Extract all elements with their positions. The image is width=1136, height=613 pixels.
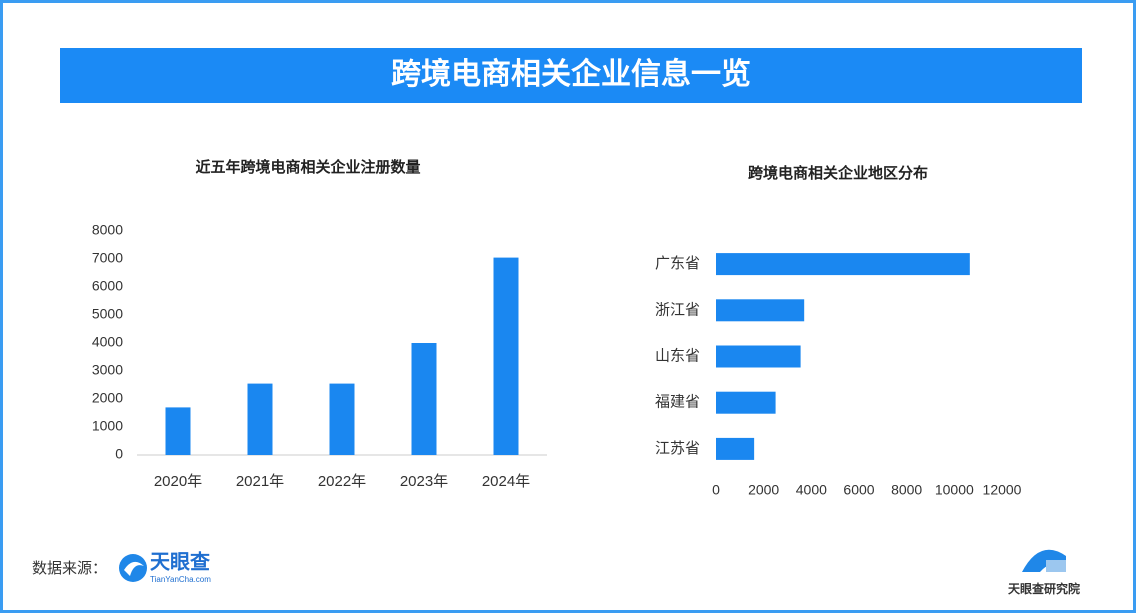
- source-label: 数据来源：: [32, 560, 107, 577]
- x-tick-label: 2024年: [482, 473, 530, 490]
- x-tick-label: 10000: [935, 482, 974, 498]
- institute-icon: [1022, 549, 1066, 572]
- bar: [329, 383, 355, 455]
- x-tick-label: 2000: [748, 482, 779, 498]
- y-tick-label: 4000: [92, 334, 123, 350]
- bar: [165, 407, 191, 455]
- institute-icon-part: [1046, 560, 1066, 572]
- x-tick-label: 4000: [796, 482, 827, 498]
- institute-name: 天眼查研究院: [1008, 581, 1080, 596]
- y-tick-label: 6000: [92, 278, 123, 294]
- y-tick-label: 2000: [92, 390, 123, 406]
- y-tick-label: 江苏省: [655, 440, 700, 457]
- logo-sub: TianYanCha.com: [150, 575, 211, 584]
- y-tick-label: 7000: [92, 250, 123, 266]
- chart-title: 跨境电商相关企业地区分布: [748, 164, 928, 182]
- y-tick-label: 3000: [92, 362, 123, 378]
- y-tick-label: 福建省: [655, 394, 700, 411]
- banner-title: 跨境电商相关企业信息一览: [391, 57, 751, 91]
- y-tick-label: 浙江省: [655, 301, 700, 318]
- y-tick-label: 山东省: [655, 347, 700, 364]
- bar: [716, 253, 970, 276]
- x-tick-label: 2021年: [236, 473, 284, 490]
- y-tick-label: 0: [115, 446, 123, 462]
- y-tick-label: 5000: [92, 306, 123, 322]
- bar: [716, 345, 801, 368]
- banner-bg: [60, 48, 1082, 103]
- y-tick-label: 8000: [92, 222, 123, 238]
- bar: [716, 299, 805, 322]
- x-tick-label: 0: [712, 482, 720, 498]
- x-tick-label: 12000: [983, 482, 1022, 498]
- logo-text: 天眼查: [150, 549, 210, 573]
- x-tick-label: 6000: [843, 482, 874, 498]
- bar: [493, 257, 519, 455]
- x-tick-label: 2020年: [154, 473, 202, 490]
- x-tick-label: 2023年: [400, 473, 448, 490]
- x-tick-label: 8000: [891, 482, 922, 498]
- bar: [716, 437, 755, 460]
- x-tick-label: 2022年: [318, 473, 366, 490]
- y-tick-label: 广东省: [655, 255, 700, 272]
- bar: [411, 343, 437, 455]
- logo-swirl: [124, 561, 144, 576]
- chart-title: 近五年跨境电商相关企业注册数量: [195, 158, 420, 176]
- y-tick-label: 1000: [92, 418, 123, 434]
- bar: [247, 383, 273, 455]
- bar: [716, 391, 776, 414]
